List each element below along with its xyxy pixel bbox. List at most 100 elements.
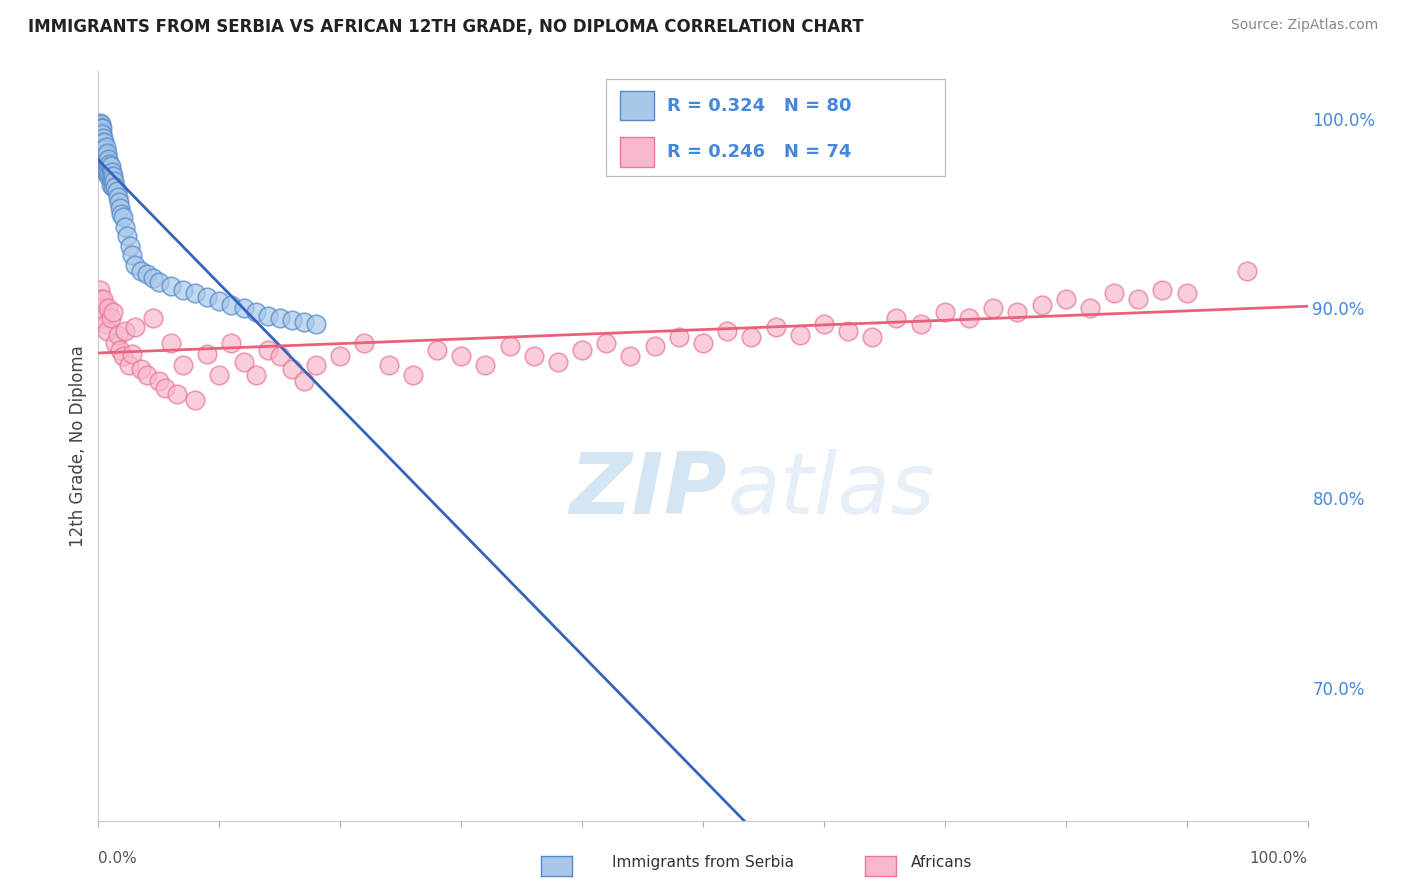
- Point: [245, 368, 267, 382]
- Point: [97, 301, 120, 316]
- Point: [97, 152, 120, 166]
- Point: [245, 305, 267, 319]
- Point: [97, 159, 120, 173]
- Point: [89, 120, 111, 134]
- Point: [740, 330, 762, 344]
- Point: [97, 169, 120, 183]
- Text: atlas: atlas: [727, 450, 935, 533]
- Point: [353, 335, 375, 350]
- Point: [118, 359, 141, 373]
- Point: [108, 195, 131, 210]
- Point: [91, 142, 114, 156]
- Point: [765, 320, 787, 334]
- Point: [981, 301, 1004, 316]
- Point: [135, 268, 157, 282]
- Point: [305, 359, 328, 373]
- Text: 0.0%: 0.0%: [98, 851, 138, 865]
- Point: [96, 145, 118, 160]
- Point: [644, 339, 666, 353]
- Point: [89, 115, 111, 129]
- Point: [98, 167, 121, 181]
- Point: [91, 140, 114, 154]
- Point: [93, 135, 115, 149]
- Point: [94, 165, 117, 179]
- Point: [1236, 263, 1258, 277]
- Point: [148, 275, 170, 289]
- Point: [94, 317, 117, 331]
- Point: [1102, 286, 1125, 301]
- Point: [101, 169, 124, 183]
- Point: [107, 328, 129, 343]
- Point: [474, 359, 496, 373]
- Point: [129, 263, 152, 277]
- Point: [89, 127, 111, 141]
- Point: [94, 140, 117, 154]
- Point: [111, 349, 134, 363]
- Point: [450, 349, 472, 363]
- Point: [269, 310, 291, 325]
- Point: [668, 330, 690, 344]
- Point: [860, 330, 883, 344]
- Point: [89, 140, 111, 154]
- Text: IMMIGRANTS FROM SERBIA VS AFRICAN 12TH GRADE, NO DIPLOMA CORRELATION CHART: IMMIGRANTS FROM SERBIA VS AFRICAN 12TH G…: [28, 18, 863, 36]
- Point: [910, 317, 932, 331]
- Point: [256, 309, 278, 323]
- Point: [94, 155, 117, 169]
- Point: [129, 362, 152, 376]
- Point: [1152, 283, 1174, 297]
- Point: [837, 324, 859, 338]
- Point: [571, 343, 593, 358]
- Point: [98, 157, 121, 171]
- Point: [100, 174, 122, 188]
- Point: [121, 248, 143, 262]
- Point: [160, 278, 183, 293]
- Point: [90, 130, 112, 145]
- Point: [94, 148, 117, 162]
- Point: [269, 349, 291, 363]
- Point: [90, 125, 112, 139]
- Point: [100, 165, 122, 179]
- Point: [91, 153, 114, 168]
- Point: [256, 343, 278, 358]
- Point: [148, 374, 170, 388]
- Point: [91, 292, 114, 306]
- Point: [1175, 286, 1198, 301]
- Text: Source: ZipAtlas.com: Source: ZipAtlas.com: [1230, 18, 1378, 32]
- Point: [108, 343, 131, 358]
- Point: [91, 150, 114, 164]
- Point: [195, 347, 218, 361]
- Point: [716, 324, 738, 338]
- Point: [124, 258, 146, 272]
- Point: [89, 135, 111, 149]
- Point: [91, 157, 114, 171]
- Point: [104, 335, 127, 350]
- Point: [232, 301, 254, 316]
- Text: ZIP: ZIP: [569, 450, 727, 533]
- Point: [1128, 292, 1150, 306]
- Point: [100, 159, 122, 173]
- Point: [142, 310, 165, 325]
- Point: [108, 201, 131, 215]
- Point: [110, 206, 132, 220]
- Point: [172, 359, 194, 373]
- Point: [1031, 298, 1053, 312]
- Point: [153, 381, 176, 395]
- Point: [114, 219, 136, 234]
- Point: [208, 368, 231, 382]
- Point: [886, 310, 908, 325]
- Point: [377, 359, 399, 373]
- Point: [1007, 305, 1029, 319]
- Point: [957, 310, 980, 325]
- Point: [221, 298, 243, 312]
- Point: [105, 184, 128, 198]
- Point: [100, 178, 122, 193]
- Point: [142, 271, 165, 285]
- Point: [90, 150, 112, 164]
- Point: [281, 313, 304, 327]
- Point: [90, 292, 112, 306]
- Point: [90, 121, 112, 136]
- Point: [101, 305, 124, 319]
- Point: [281, 362, 304, 376]
- Point: [692, 335, 714, 350]
- Point: [172, 283, 194, 297]
